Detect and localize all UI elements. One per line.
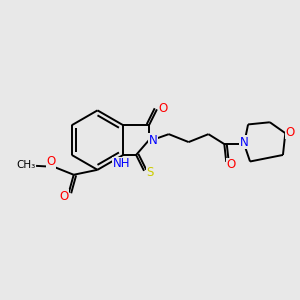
Text: O: O bbox=[46, 155, 56, 168]
Text: S: S bbox=[146, 166, 154, 179]
Text: N: N bbox=[240, 136, 248, 148]
Text: NH: NH bbox=[112, 158, 130, 170]
Text: CH₃: CH₃ bbox=[16, 160, 36, 170]
Text: O: O bbox=[59, 190, 68, 203]
Text: O: O bbox=[158, 102, 167, 115]
Text: N: N bbox=[148, 134, 157, 147]
Text: O: O bbox=[286, 126, 295, 139]
Text: O: O bbox=[226, 158, 236, 171]
